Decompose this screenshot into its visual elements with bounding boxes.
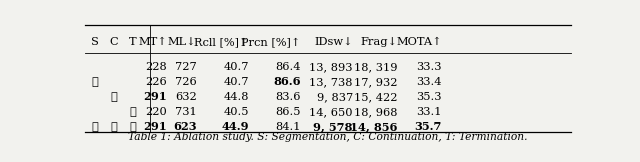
Text: 9, 837: 9, 837 [317,92,353,102]
Text: Prcn [%]↑: Prcn [%]↑ [241,37,301,47]
Text: MOTA↑: MOTA↑ [396,37,442,47]
Text: 9, 578: 9, 578 [314,121,353,132]
Text: ✓: ✓ [129,107,136,117]
Text: 220: 220 [145,107,167,117]
Text: 291: 291 [143,121,167,132]
Text: 33.4: 33.4 [417,77,442,87]
Text: MT↑: MT↑ [138,37,167,47]
Text: 44.8: 44.8 [223,92,249,102]
Text: 83.6: 83.6 [275,92,301,102]
Text: 86.4: 86.4 [275,62,301,72]
Text: Table 1: Ablation study. S: Segmentation, C: Continuation, T: Termination.: Table 1: Ablation study. S: Segmentation… [128,132,528,142]
Text: 727: 727 [175,62,196,72]
Text: 33.3: 33.3 [417,62,442,72]
Text: ✓: ✓ [92,77,99,87]
Text: Rcll [%]↑: Rcll [%]↑ [194,37,249,47]
Text: 226: 226 [145,77,167,87]
Text: 40.5: 40.5 [223,107,249,117]
Text: ✓: ✓ [129,122,136,132]
Text: 731: 731 [175,107,196,117]
Text: 623: 623 [173,121,196,132]
Text: 40.7: 40.7 [223,62,249,72]
Text: 291: 291 [143,91,167,102]
Text: 18, 968: 18, 968 [354,107,397,117]
Text: 86.5: 86.5 [275,107,301,117]
Text: 84.1: 84.1 [275,122,301,132]
Text: 228: 228 [145,62,167,72]
Text: 13, 738: 13, 738 [309,77,353,87]
Text: 632: 632 [175,92,196,102]
Text: 17, 932: 17, 932 [354,77,397,87]
Text: ✓: ✓ [92,122,99,132]
Text: 33.1: 33.1 [417,107,442,117]
Text: 14, 650: 14, 650 [309,107,353,117]
Text: T: T [129,37,136,47]
Text: 86.6: 86.6 [273,76,301,87]
Text: 44.9: 44.9 [221,121,249,132]
Text: Frag↓: Frag↓ [360,37,397,47]
Text: 15, 422: 15, 422 [354,92,397,102]
Text: C: C [109,37,118,47]
Text: 35.7: 35.7 [415,121,442,132]
Text: 40.7: 40.7 [223,77,249,87]
Text: 18, 319: 18, 319 [354,62,397,72]
Text: ✓: ✓ [110,122,117,132]
Text: 726: 726 [175,77,196,87]
Text: 35.3: 35.3 [417,92,442,102]
Text: S: S [91,37,99,47]
Text: ✓: ✓ [110,92,117,102]
Text: 14, 856: 14, 856 [350,121,397,132]
Text: 13, 893: 13, 893 [309,62,353,72]
Text: IDsw↓: IDsw↓ [314,37,353,47]
Text: ML↓: ML↓ [168,37,196,47]
